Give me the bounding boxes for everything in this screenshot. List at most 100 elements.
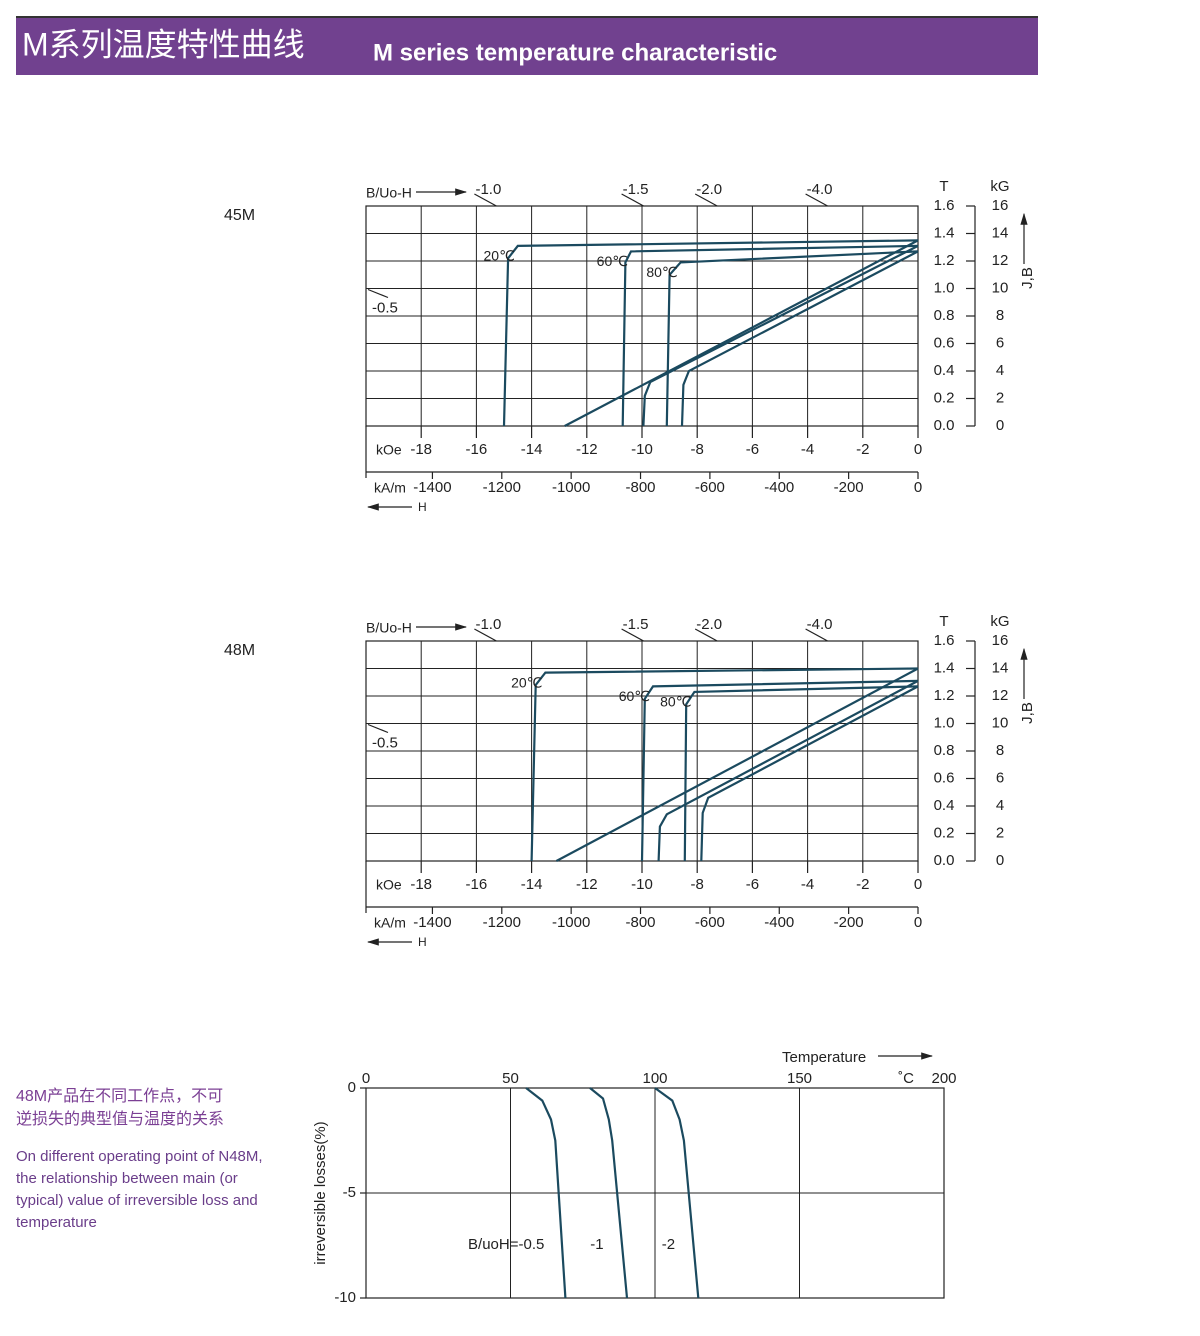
loss-curve: [589, 1087, 629, 1299]
y2-tick-label: 4: [996, 362, 1004, 379]
y-tick-label: 0.0: [934, 852, 955, 869]
y-tick-label: 0.2: [934, 389, 955, 406]
curve-label: -1: [590, 1236, 603, 1253]
load-line-mark: [805, 628, 828, 642]
x-tick-label: 150: [787, 1070, 812, 1087]
x-tick-label: -4: [801, 441, 814, 458]
x2-tick-label: -1200: [483, 914, 521, 931]
y2-tick-label: 10: [992, 714, 1009, 731]
note-text: temperature: [16, 1214, 97, 1231]
x-tick-label: -12: [576, 441, 598, 458]
y-tick-label: 0.0: [934, 417, 955, 434]
y2-tick-label: 0: [996, 417, 1004, 434]
x2-tick-label: -1000: [552, 479, 590, 496]
y-tick-label: 1.0: [934, 714, 955, 731]
load-line-label: -4.0: [807, 616, 833, 633]
x2-tick-label: -800: [626, 914, 656, 931]
note-text: the relationship between main (or: [16, 1170, 238, 1187]
x-axis-label: Temperature: [782, 1049, 866, 1066]
y2-tick-label: 2: [996, 389, 1004, 406]
curve-label: 20℃: [511, 674, 542, 690]
y-tick-label: 0: [348, 1079, 356, 1096]
x2-axis-unit: kA/m: [374, 480, 406, 496]
curve-label: 80℃: [660, 694, 691, 710]
y2-tick-label: 14: [992, 659, 1009, 676]
note-title: 48M产品在不同工作点，不可: [16, 1087, 223, 1105]
j-curve: [502, 239, 919, 427]
x-tick-label: -16: [466, 876, 488, 893]
x-axis-unit: kOe: [376, 442, 402, 458]
x2-tick-label: -1200: [483, 479, 521, 496]
curve-label: 60℃: [597, 253, 628, 269]
x2-tick-label: -600: [695, 479, 725, 496]
x-axis-unit: ˚C: [898, 1070, 914, 1087]
y-tick-label: -5: [343, 1184, 356, 1201]
load-line-mark: [694, 193, 718, 207]
y2-axis-unit: kG: [990, 613, 1009, 630]
y-tick-label: 1.0: [934, 279, 955, 296]
y-tick-label: 1.2: [934, 252, 955, 269]
y-tick-label: 0.8: [934, 742, 955, 759]
y-tick-label: 1.6: [934, 632, 955, 649]
y2-axis-unit: kG: [990, 178, 1009, 195]
y-tick-label: 1.2: [934, 687, 955, 704]
load-line-mark: [367, 288, 389, 299]
load-line-label: -2.0: [696, 616, 722, 633]
x2-tick-label: -600: [695, 914, 725, 931]
y-axis-unit: T: [939, 178, 948, 195]
x2-axis-unit: kA/m: [374, 915, 406, 931]
load-line-mark: [694, 628, 718, 642]
curve-label: 60℃: [619, 688, 650, 704]
load-line-label: -0.5: [372, 734, 398, 751]
loss-curve: [654, 1087, 700, 1299]
side-label: J,B: [1019, 267, 1036, 289]
b-curve: [680, 250, 919, 427]
b-curve: [642, 244, 919, 427]
curve-label: -2: [662, 1236, 675, 1253]
y-tick-label: 0.2: [934, 824, 955, 841]
b-curve: [555, 667, 919, 862]
y-tick-label: 0.4: [934, 797, 955, 814]
y2-tick-label: 10: [992, 279, 1009, 296]
note-title: 逆损失的典型值与温度的关系: [16, 1110, 224, 1128]
load-line-mark: [474, 628, 497, 642]
y2-tick-label: 14: [992, 224, 1009, 241]
load-line-mark: [474, 193, 497, 207]
y-tick-label: 0.6: [934, 769, 955, 786]
h-label: H: [418, 935, 427, 949]
load-line-label: -2.0: [696, 181, 722, 198]
load-line-mark: [805, 193, 828, 207]
x-tick-label: -18: [410, 441, 432, 458]
h-label: H: [418, 500, 427, 514]
y2-tick-label: 0: [996, 852, 1004, 869]
b-curve: [657, 679, 919, 862]
x-tick-label: 0: [914, 876, 922, 893]
x-tick-label: 50: [502, 1070, 519, 1087]
x2-tick-label: -1400: [413, 914, 451, 931]
x-tick-label: -16: [466, 441, 488, 458]
x2-tick-label: -400: [764, 479, 794, 496]
x2-tick-label: -800: [626, 479, 656, 496]
y2-tick-label: 12: [992, 687, 1009, 704]
load-line-label: -1.0: [475, 616, 501, 633]
load-line-label: -1.5: [623, 181, 649, 198]
header-title-cn: M系列温度特性曲线: [22, 26, 305, 62]
y2-tick-label: 16: [992, 632, 1009, 649]
load-line-label: -0.5: [372, 299, 398, 316]
j-curve: [683, 685, 919, 862]
header-title-en: M series temperature characteristic: [373, 39, 777, 66]
b-curve: [700, 685, 919, 862]
load-line-label: -1.0: [475, 181, 501, 198]
load-line-mark: [621, 193, 644, 207]
y2-tick-label: 2: [996, 824, 1004, 841]
x-tick-label: -10: [631, 876, 653, 893]
header-band: [16, 18, 1038, 75]
x-tick-label: -14: [521, 876, 543, 893]
x-tick-label: -8: [691, 876, 704, 893]
x2-tick-label: 0: [914, 479, 922, 496]
load-line-mark: [621, 628, 644, 642]
y-tick-label: 0.8: [934, 307, 955, 324]
